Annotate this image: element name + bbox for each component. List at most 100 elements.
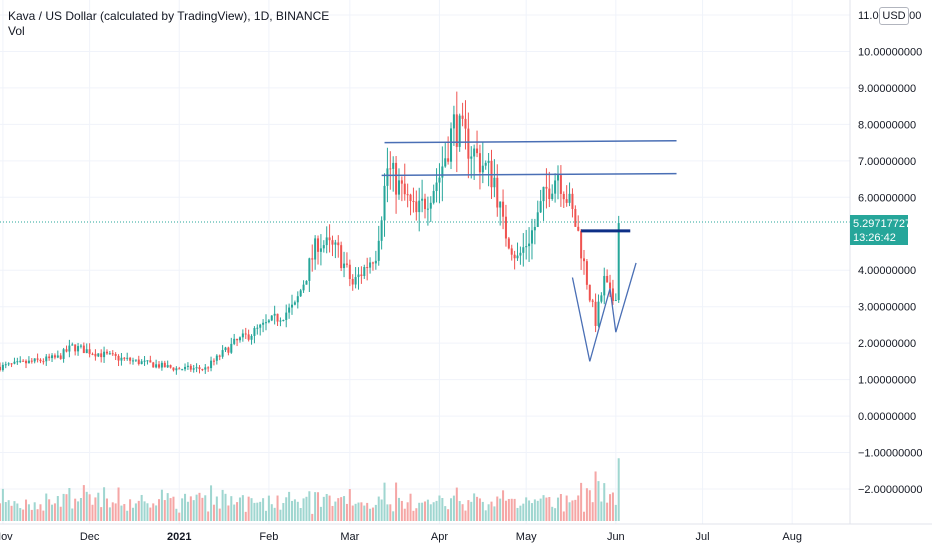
volume-bar	[146, 503, 149, 521]
volume-bar	[204, 495, 207, 521]
volume-bar	[392, 511, 395, 521]
volume-bar	[412, 510, 415, 521]
volume-bar	[175, 508, 178, 521]
volume-bar	[455, 487, 458, 521]
volume-bar	[363, 505, 366, 521]
candle-body	[351, 278, 354, 285]
volume-bar	[528, 500, 531, 521]
candle-body	[421, 198, 424, 201]
volume-bar	[525, 497, 528, 521]
volume-bar	[293, 499, 296, 521]
candle-body	[519, 252, 522, 256]
candle-body	[516, 255, 519, 259]
candle-body	[152, 362, 155, 368]
volume-bar	[212, 504, 215, 521]
candle-body	[71, 344, 74, 346]
candle-body	[53, 355, 56, 358]
volume-bar	[597, 481, 600, 521]
volume-bar	[184, 493, 187, 521]
volume-bar	[244, 511, 247, 521]
candle-body	[383, 185, 386, 221]
candle-body	[481, 165, 484, 173]
candle-body	[123, 357, 126, 359]
volume-bar	[25, 499, 28, 521]
candle-body	[253, 328, 256, 336]
volume-bar	[366, 502, 369, 521]
candle-body	[545, 186, 548, 189]
volume-bar	[556, 497, 560, 521]
candle-body	[588, 284, 591, 301]
volume-bar	[267, 495, 270, 521]
candle-body	[354, 277, 357, 285]
symbol-title[interactable]: Kava / US Dollar (calculated by TradingV…	[8, 9, 330, 23]
candle-body	[262, 322, 265, 325]
candle-body	[305, 280, 308, 285]
candle-body	[467, 128, 470, 159]
volume-bar	[559, 494, 562, 521]
volume-bar	[227, 505, 230, 521]
volume-bar	[565, 495, 568, 521]
volume-bar	[296, 501, 299, 521]
candle-body	[507, 238, 510, 249]
candle-body	[348, 264, 351, 279]
volume-bar	[285, 497, 288, 521]
candle-body	[577, 226, 580, 231]
candle-body	[533, 226, 536, 231]
volume-bar	[42, 510, 45, 521]
candle-body	[273, 313, 276, 316]
candle-body	[285, 312, 288, 320]
candle-body	[374, 260, 377, 264]
x-tick-label: Dec	[80, 531, 100, 543]
volume-bar	[522, 503, 525, 521]
volume-bar	[554, 508, 557, 521]
x-tick-label: Nov	[0, 531, 13, 543]
volume-bar	[186, 501, 189, 521]
drawn-annotations[interactable]	[381, 140, 677, 362]
volume-bar	[68, 487, 71, 521]
volume-bar	[513, 498, 516, 521]
volume-bar	[421, 502, 424, 521]
candle-body	[409, 194, 412, 202]
grid-lines	[0, 0, 850, 524]
candle-body	[247, 334, 250, 340]
volume-bar	[79, 498, 82, 521]
volume-bar	[415, 508, 418, 521]
candle-body	[108, 353, 111, 355]
candle-body	[7, 363, 10, 365]
candle-body	[600, 295, 603, 302]
candle-body	[528, 243, 531, 247]
currency-badge[interactable]: USD	[879, 7, 909, 25]
candle-body	[559, 175, 562, 194]
candle-body	[412, 201, 415, 203]
candle-body	[366, 267, 369, 269]
volume-bar	[74, 498, 77, 521]
volume-bar	[111, 502, 114, 521]
candle-body	[594, 301, 597, 326]
y-tick-label: −1.00000000	[858, 448, 923, 460]
volume-bar	[447, 509, 450, 521]
candle-body	[386, 168, 389, 186]
candle-body	[270, 315, 273, 321]
candle-body	[455, 114, 458, 147]
candle-body	[48, 356, 51, 359]
volume-bar	[481, 501, 484, 521]
candle-body	[178, 368, 181, 370]
candle-body	[288, 307, 291, 313]
volume-bar	[441, 498, 444, 521]
candle-body	[241, 333, 244, 338]
candle-body	[548, 188, 551, 199]
volume-bar	[172, 496, 175, 521]
volume-bar	[583, 511, 586, 521]
volume-bar	[56, 496, 59, 521]
volume-bar	[311, 513, 314, 521]
volume-bar	[516, 507, 519, 521]
volume-bar	[288, 491, 291, 521]
y-tick-label: 10.00000000	[858, 46, 922, 58]
w-pattern-line	[571, 262, 637, 362]
time-axis[interactable]: Nov Dec 2021 Feb Mar Apr May Jun Jul Aug	[0, 531, 802, 543]
price-axis[interactable]: 11.0000000010.000000009.000000008.000000…	[858, 10, 923, 496]
candle-body	[227, 347, 230, 353]
volume-indicator-label[interactable]: Vol	[8, 24, 25, 38]
volume-bar	[371, 507, 374, 521]
